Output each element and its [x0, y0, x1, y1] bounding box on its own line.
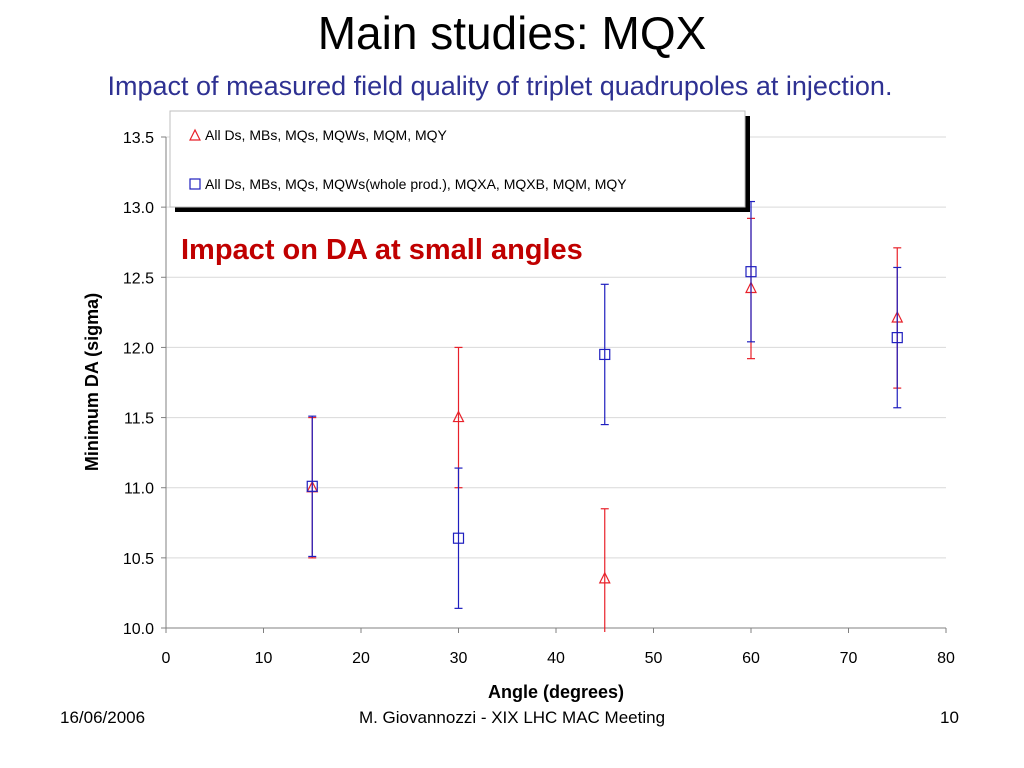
y-tick-label: 12.0 — [123, 340, 154, 357]
tick-labels: 10.0 10.5 11.0 11.5 12.0 12.5 13.0 13.5 0 10 20 30 4… — [123, 130, 955, 667]
slide-title: Main studies: MQX — [317, 7, 707, 59]
footer-author: M. Giovannozzi - XIX LHC MAC Meeting — [358, 708, 666, 727]
legend-label-series-1: All Ds, MBs, MQs, MQWs, MQM, MQY — [205, 127, 448, 143]
legend: All Ds, MBs, MQs, MQWs, MQM, MQY All Ds,… — [169, 110, 750, 212]
footer-date: 16/06/2006 — [60, 708, 146, 727]
y-tick-label: 11.0 — [124, 481, 154, 498]
x-tick-label: 70 — [840, 650, 858, 667]
data-point-triangle — [452, 410, 465, 423]
data-point-square — [745, 266, 757, 278]
x-tick-label: 50 — [645, 650, 663, 667]
x-tick-label: 20 — [352, 650, 370, 667]
data-point-square — [306, 480, 318, 492]
x-tick-label: 30 — [450, 650, 468, 667]
data-point-square — [599, 348, 611, 361]
y-tick-label: 13.5 — [123, 130, 154, 147]
data-series — [306, 200, 904, 632]
y-tick-label: 12.5 — [123, 270, 154, 287]
y-tick-label: 13.0 — [123, 200, 154, 217]
y-tick-label: 10.0 — [123, 621, 154, 638]
x-tick-label: 60 — [742, 650, 760, 667]
legend-box — [169, 110, 746, 208]
data-point-square — [452, 532, 465, 544]
legend-marker-triangle-icon — [189, 128, 201, 141]
slide-subtitle: Impact of measured field quality of trip… — [107, 71, 893, 101]
x-tick-label: 0 — [162, 650, 171, 667]
series-2 — [306, 200, 903, 609]
legend-label-series-2: All Ds, MBs, MQs, MQWs(whole prod.), MQX… — [205, 176, 627, 192]
y-axis-title: Minimum DA (sigma) — [82, 293, 102, 471]
x-tick-label: 40 — [547, 650, 565, 667]
x-tick-label: 80 — [937, 650, 955, 667]
data-point-square — [891, 332, 903, 344]
x-tick-label: 10 — [255, 650, 273, 667]
chart-annotation: Impact on DA at small angles — [181, 234, 583, 266]
y-tick-label: 11.5 — [124, 411, 154, 428]
footer-page-number: 10 — [940, 708, 959, 727]
axes — [161, 136, 947, 633]
data-point-triangle — [598, 571, 611, 584]
legend-marker-square-icon — [189, 178, 201, 190]
y-tick-label: 10.5 — [123, 551, 154, 568]
x-axis-title: Angle (degrees) — [488, 682, 624, 702]
